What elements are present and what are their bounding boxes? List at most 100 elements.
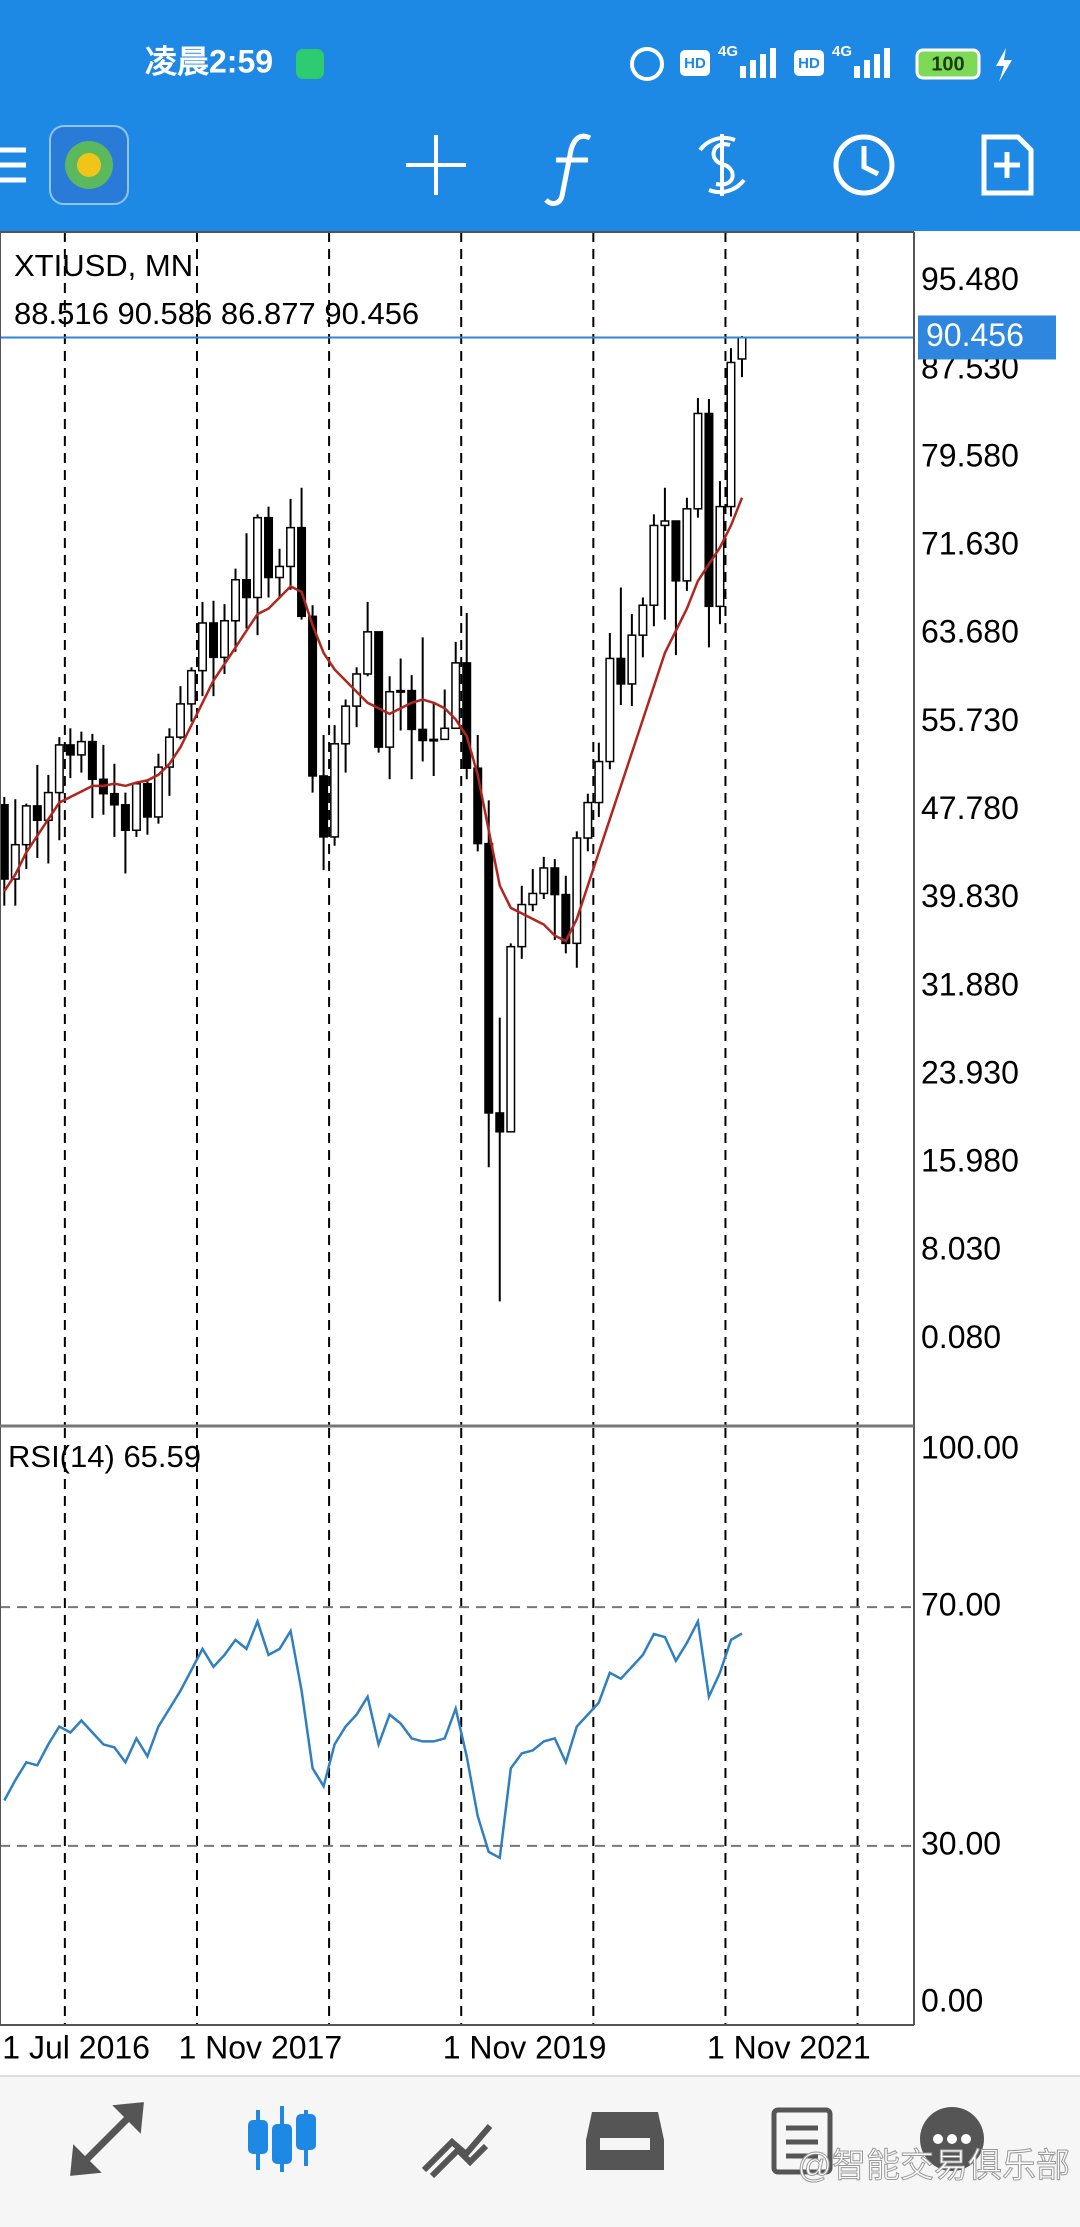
candle-body: [385, 690, 395, 748]
candle-body: [451, 662, 461, 730]
x-tick-label: 1 Nov 2021: [707, 2029, 871, 2065]
high-value: 90.586: [117, 296, 212, 331]
candle-body: [341, 705, 351, 745]
chart-area: [0, 232, 914, 2025]
y-tick-label: 39.830: [921, 878, 1019, 914]
candle-body: [517, 903, 527, 948]
candle-body: [550, 867, 560, 896]
candle-body: [671, 520, 681, 582]
y-tick-label: 31.880: [921, 966, 1019, 1002]
bottom-nav: [0, 2076, 1080, 2227]
candle-body: [0, 804, 9, 880]
charging-icon: [996, 48, 1012, 82]
low-value: 86.877: [221, 296, 316, 331]
news-tab[interactable]: [771, 2107, 833, 2175]
candle-body: [737, 336, 747, 360]
shield-icon: [296, 49, 324, 79]
menu-button[interactable]: [0, 147, 26, 183]
candle-body: [374, 631, 384, 748]
x-tick-label: 1 Nov 2017: [178, 2029, 342, 2065]
crosshair-button[interactable]: [406, 135, 466, 195]
candle-body: [32, 805, 42, 822]
close-value: 90.456: [324, 296, 419, 331]
candle-body: [407, 689, 417, 731]
candle-body: [594, 760, 604, 804]
x-tick-label: 1 Jul 2016: [2, 2029, 150, 2065]
candle-body: [76, 740, 86, 756]
y-tick-label: 30.00: [921, 1825, 1001, 1861]
quotes-tab[interactable]: [70, 2102, 144, 2176]
y-tick-label: 23.930: [921, 1054, 1019, 1090]
candle-body: [10, 843, 20, 880]
candle-body: [175, 703, 185, 738]
y-tick-label: 63.680: [921, 614, 1019, 650]
messages-tab[interactable]: [920, 2107, 984, 2171]
candle-body: [572, 837, 582, 945]
hd-label: HD: [798, 55, 820, 72]
rsi-value: 65.59: [123, 1439, 201, 1474]
y-tick-label: 15.980: [921, 1143, 1019, 1179]
candle-body: [142, 782, 152, 818]
y-tick-label: 8.030: [921, 1231, 1001, 1267]
y-tick-label: 0.00: [921, 1982, 983, 2018]
candle-body: [131, 782, 141, 832]
rsi-title: RSI(14) 65.59: [8, 1439, 201, 1474]
candle-body: [297, 526, 307, 618]
candle-body: [616, 657, 626, 685]
candle-body: [638, 604, 648, 636]
candle-body: [682, 508, 692, 582]
symbol-title: XTIUSD, MN: [14, 248, 193, 283]
history-tab[interactable]: [586, 2112, 664, 2170]
candle-body: [21, 805, 31, 846]
candle-body: [715, 505, 725, 608]
candle-body: [65, 744, 75, 756]
y-tick-label: 100.00: [921, 1429, 1019, 1465]
signal-2: [854, 48, 890, 78]
open-value: 88.516: [14, 296, 109, 331]
template-button[interactable]: [981, 134, 1034, 196]
candle-body: [693, 412, 703, 510]
candle-body: [120, 804, 130, 832]
indicators-button[interactable]: [544, 133, 592, 206]
clock: 凌晨2:59: [145, 43, 273, 79]
ohlc-readout: 88.516 90.586 86.877 90.456: [14, 296, 419, 331]
candle-body: [418, 728, 428, 742]
net-label: 4G: [718, 43, 738, 60]
y-tick-label: 79.580: [921, 437, 1019, 473]
period-button[interactable]: [833, 134, 895, 196]
candle-body: [495, 1112, 505, 1133]
chart-tab[interactable]: [248, 2106, 316, 2172]
candle-body: [363, 631, 373, 675]
candle-body: [153, 766, 163, 818]
candle-body: [396, 689, 406, 693]
candle-body: [660, 520, 670, 527]
candle-body: [319, 775, 329, 838]
candle-body: [197, 622, 207, 672]
candle-body: [539, 867, 549, 895]
candle-body: [649, 524, 659, 606]
candle-body: [275, 565, 285, 579]
candle-body: [220, 620, 229, 659]
hd-label: HD: [684, 55, 706, 72]
candle-body: [109, 792, 119, 806]
candle-body: [583, 801, 593, 839]
y-tick-label: 95.480: [921, 261, 1019, 297]
candle-body: [330, 743, 340, 838]
watermark: @智能交易俱乐部: [797, 2147, 1070, 2185]
candle-body: [429, 738, 439, 742]
trade-button[interactable]: [698, 134, 746, 196]
candle-body: [462, 662, 472, 769]
x-tick-label: 1 Nov 2019: [443, 2029, 607, 2065]
candle-body: [506, 945, 516, 1133]
rsi-name: RSI(14): [8, 1439, 115, 1474]
battery-level: 100: [931, 53, 964, 75]
trade-tab[interactable]: [421, 2124, 493, 2179]
candle-body: [264, 516, 274, 579]
candle-body: [627, 634, 637, 685]
signal-1: [740, 48, 776, 78]
candle-body: [605, 657, 615, 763]
price-tag: [918, 315, 1056, 360]
